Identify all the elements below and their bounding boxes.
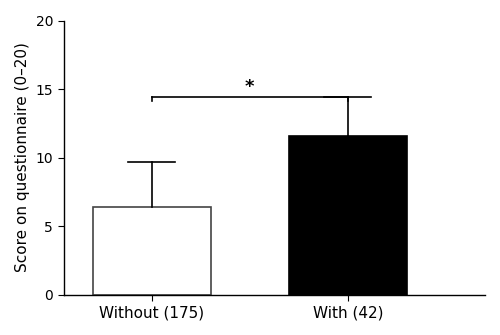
Bar — [93, 207, 210, 294]
Y-axis label: Score on questionnaire (0–20): Score on questionnaire (0–20) — [15, 43, 30, 272]
Bar — [289, 136, 406, 294]
Text: *: * — [245, 78, 254, 96]
